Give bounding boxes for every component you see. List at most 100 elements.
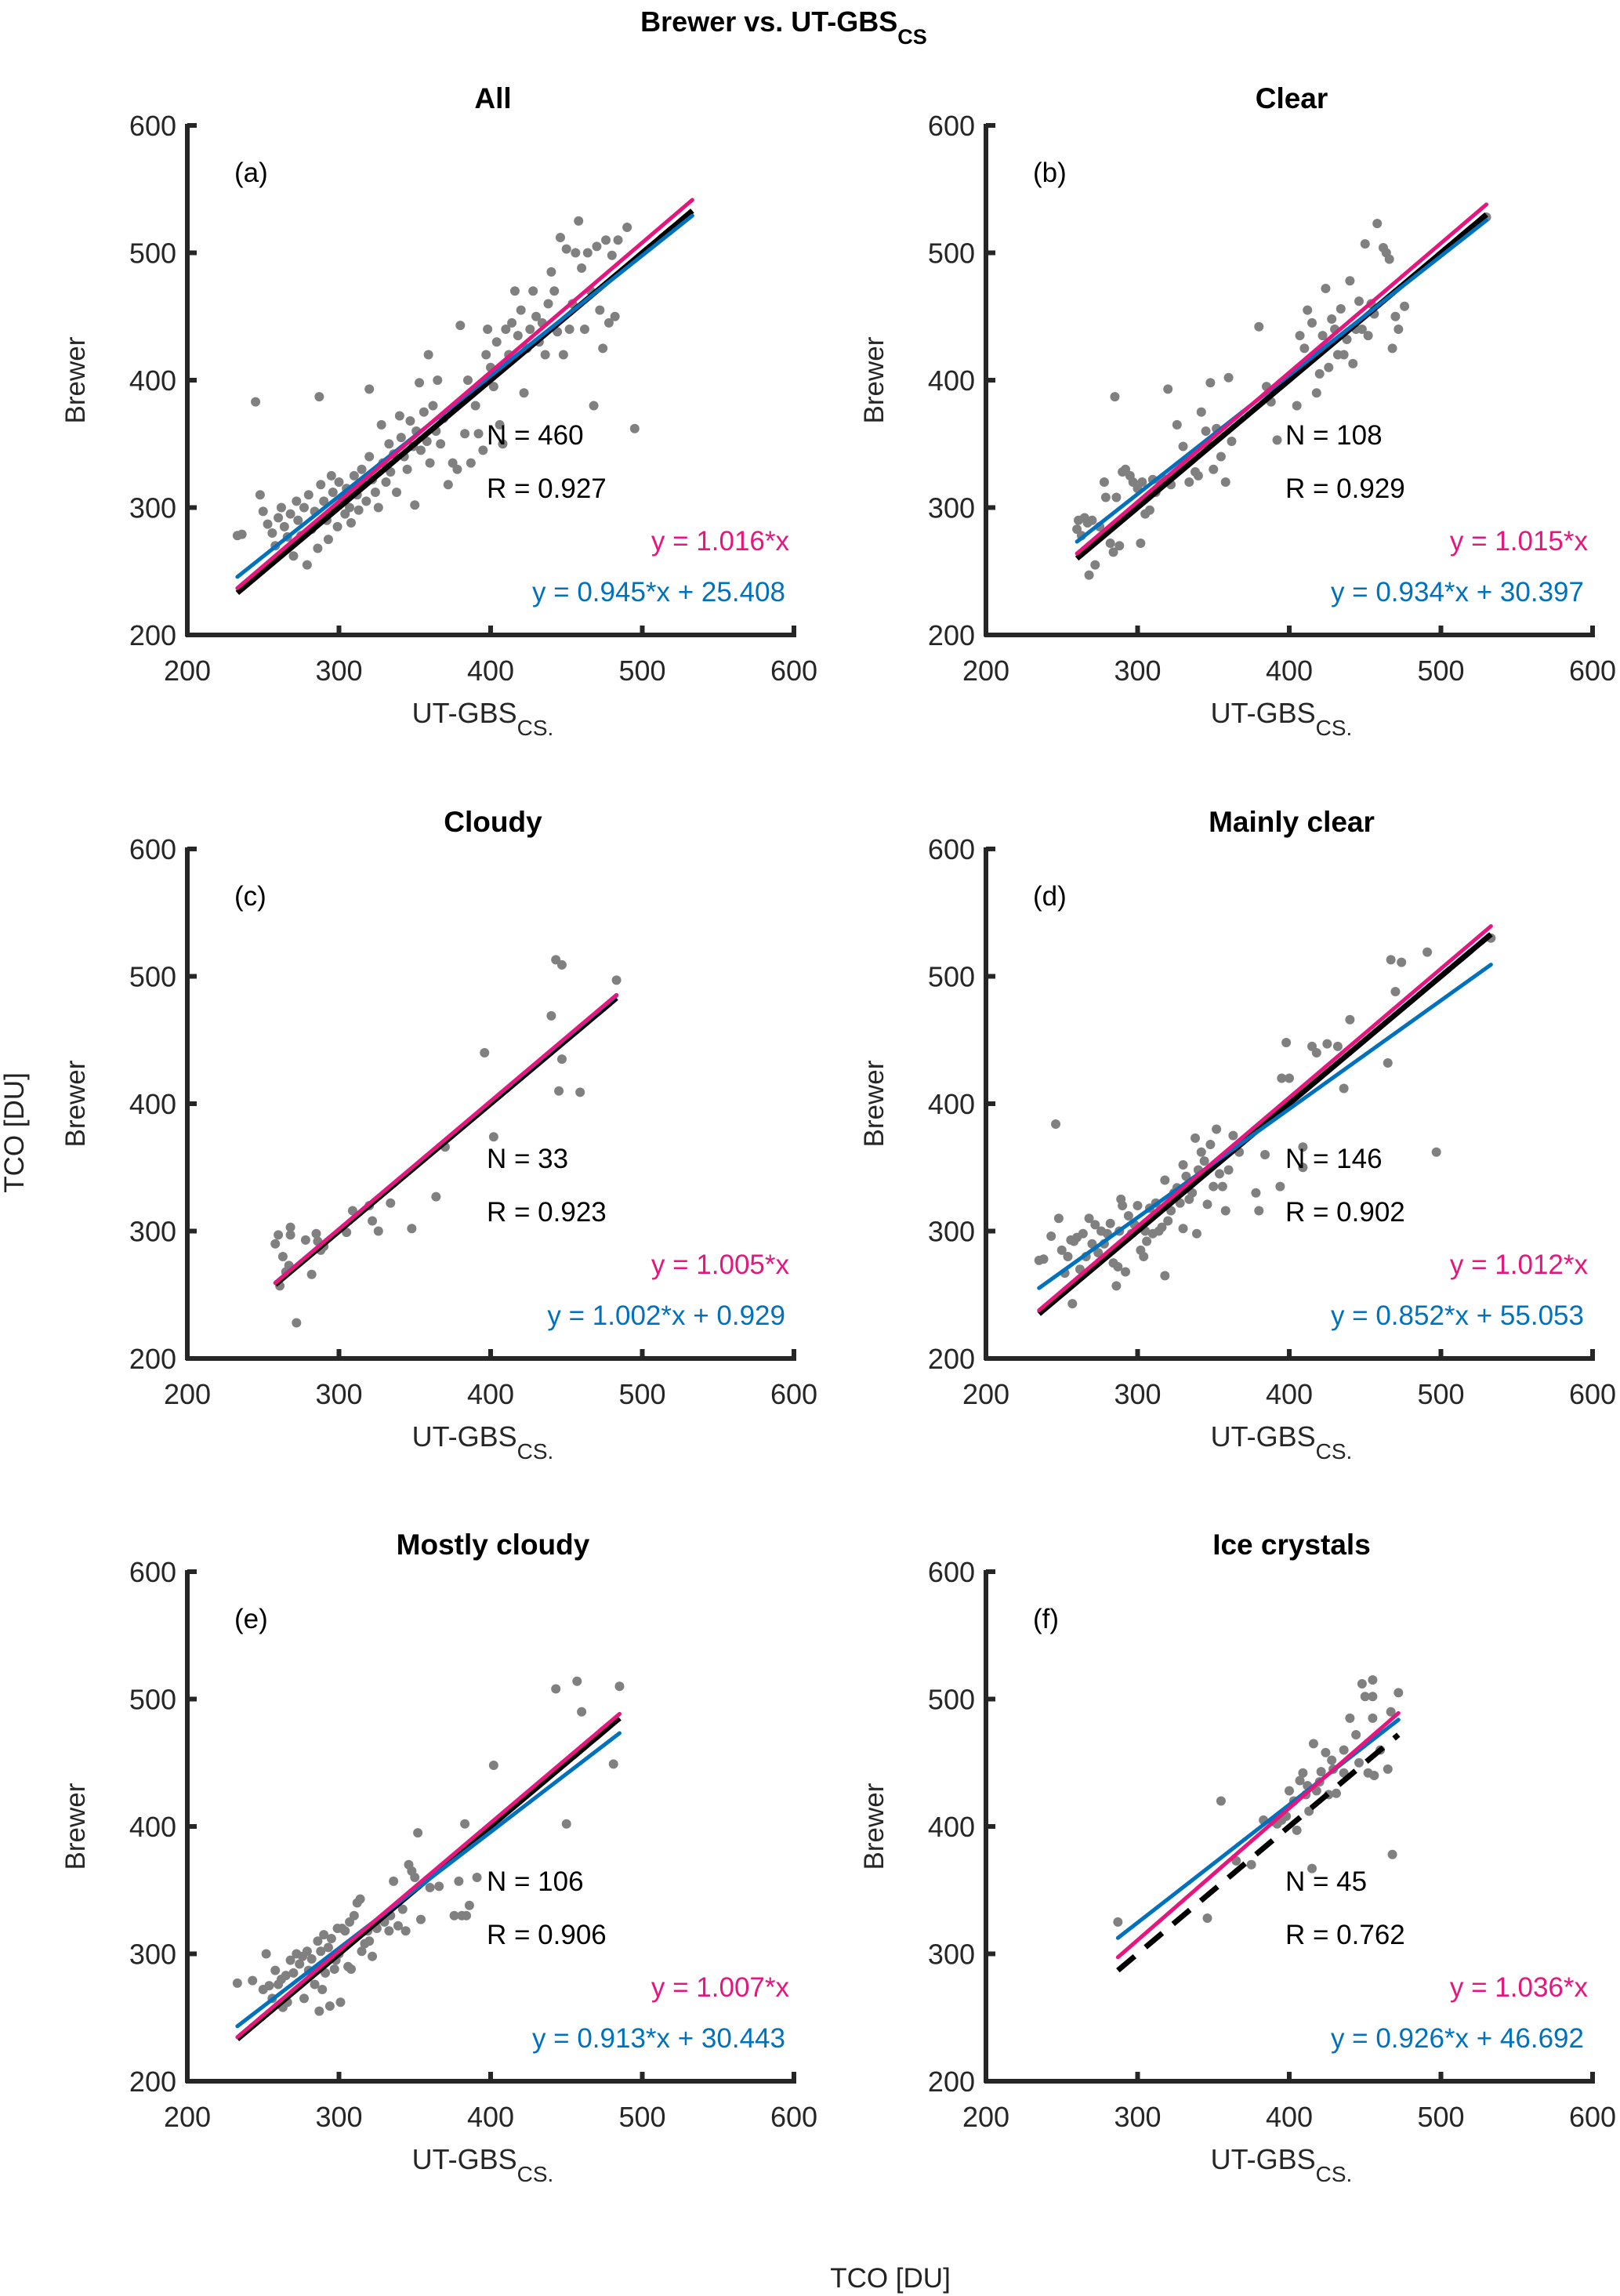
data-point — [263, 519, 273, 529]
x-axis-label: UT-GBSCS. — [412, 2143, 554, 2186]
y-tick-label: 500 — [928, 961, 975, 993]
data-point — [582, 248, 593, 258]
panel-title: All — [474, 82, 511, 114]
data-point — [431, 1192, 441, 1202]
data-point — [546, 1010, 556, 1021]
y-axis-label: Brewer — [859, 1060, 890, 1147]
data-point — [410, 500, 420, 510]
data-point — [1157, 1222, 1167, 1232]
data-point — [472, 1873, 482, 1882]
data-point — [525, 325, 535, 334]
data-point — [1100, 492, 1111, 502]
y-tick-label: 600 — [129, 1556, 176, 1588]
data-point — [1084, 570, 1094, 580]
origin-fit-line — [273, 992, 619, 1286]
data-point — [288, 551, 299, 561]
data-point — [355, 1894, 365, 1904]
panel-b: 200 300 400 500 600 200 300 400 500 600 Clear (b) Br… — [859, 82, 1616, 740]
stat-r: R = 0.762 — [1285, 1920, 1405, 1950]
data-point — [258, 506, 268, 517]
x-axis-label-subscript: CS. — [517, 716, 554, 740]
data-point — [495, 419, 505, 430]
y-tick-label: 200 — [928, 1343, 975, 1375]
data-point — [1277, 1073, 1287, 1083]
data-point — [462, 375, 473, 385]
data-point — [528, 286, 538, 296]
panel-letter: (e) — [234, 1604, 268, 1634]
y-tick-label: 400 — [129, 1088, 176, 1120]
data-point — [1321, 284, 1331, 293]
data-point — [1254, 321, 1264, 332]
x-tick-label: 300 — [1114, 2101, 1161, 2133]
data-point — [1053, 1213, 1064, 1224]
data-point — [316, 480, 326, 490]
data-point — [443, 480, 453, 490]
data-point — [556, 1054, 567, 1065]
data-point — [1051, 1119, 1061, 1129]
data-point — [501, 325, 511, 334]
y-tick-label: 200 — [129, 1343, 176, 1375]
origin-fit-line — [1115, 1710, 1401, 1960]
stat-linear-fit: y = 0.913*x + 30.443 — [532, 2023, 785, 2054]
data-point — [255, 490, 265, 500]
data-point — [324, 2001, 335, 2011]
data-point — [1113, 1917, 1123, 1927]
y-tick-label: 300 — [129, 492, 176, 524]
data-point — [1360, 239, 1370, 249]
data-point — [1383, 1764, 1393, 1774]
x-tick-label: 200 — [164, 1378, 211, 1410]
data-point — [319, 496, 329, 506]
data-point — [1212, 1124, 1222, 1134]
data-point — [1299, 343, 1310, 354]
data-point — [480, 1048, 490, 1057]
data-point — [1184, 477, 1194, 487]
data-point — [595, 305, 605, 315]
x-tick-label: 400 — [467, 2101, 514, 2133]
data-point — [613, 235, 623, 245]
y-tick-label: 600 — [928, 833, 975, 865]
data-point — [1322, 1039, 1332, 1049]
scatter-points — [232, 216, 640, 570]
data-point — [1345, 1014, 1355, 1025]
data-point — [1372, 219, 1383, 229]
data-point — [491, 337, 502, 347]
data-point — [251, 397, 261, 407]
data-point — [1383, 1058, 1393, 1068]
data-point — [1136, 539, 1146, 548]
panel-e: 200 300 400 500 600 200 300 400 500 600 Mostly clo… — [60, 1529, 817, 2186]
data-point — [397, 1904, 408, 1914]
data-point — [405, 416, 415, 426]
data-point — [579, 325, 589, 334]
data-point — [1137, 477, 1147, 487]
data-point — [1327, 314, 1337, 324]
shared-x-label: TCO [DU] — [830, 2263, 951, 2294]
data-point — [1209, 464, 1219, 474]
stat-r: R = 0.906 — [487, 1920, 607, 1950]
one-to-one-line-dashed-end — [636, 209, 694, 259]
data-point — [1139, 1252, 1149, 1261]
data-point — [384, 439, 394, 449]
data-point — [425, 1883, 435, 1892]
data-point — [364, 452, 375, 462]
data-point — [281, 1971, 291, 1981]
data-point — [614, 1681, 625, 1692]
stat-r: R = 0.923 — [487, 1197, 607, 1228]
x-tick-label: 400 — [467, 1378, 514, 1410]
data-point — [347, 1206, 357, 1216]
x-axis-label: UT-GBSCS. — [1211, 697, 1353, 740]
data-point — [316, 1946, 326, 1957]
data-point — [370, 488, 380, 497]
data-point — [558, 350, 568, 360]
data-point — [1181, 1171, 1191, 1181]
data-point — [1339, 1745, 1349, 1755]
data-point — [1386, 1707, 1396, 1717]
data-point — [1216, 1796, 1226, 1806]
data-point — [1368, 1692, 1378, 1702]
data-point — [313, 1936, 323, 1946]
data-point — [1298, 1768, 1308, 1778]
data-point — [1354, 296, 1364, 306]
data-point — [376, 419, 386, 430]
data-point — [323, 1942, 333, 1953]
data-point — [436, 439, 446, 449]
stat-origin-fit: y = 1.015*x — [1450, 526, 1589, 557]
